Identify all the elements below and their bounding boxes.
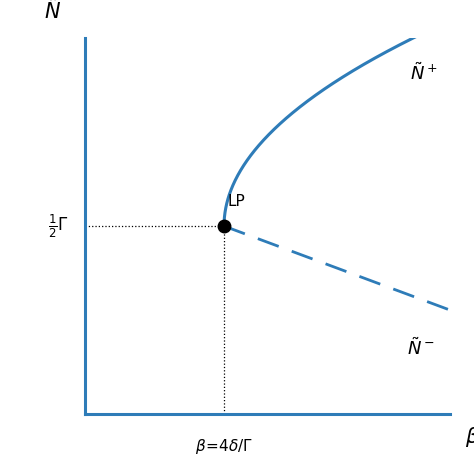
Text: $\tilde{N}^+$: $\tilde{N}^+$ [410,63,438,84]
Text: $\beta$: $\beta$ [465,425,474,449]
Text: LP: LP [228,194,246,209]
Text: $\tilde{N}^-$: $\tilde{N}^-$ [407,338,434,359]
Text: $\beta\!=\!4\delta/\Gamma$: $\beta\!=\!4\delta/\Gamma$ [195,437,253,456]
Text: $\frac{1}{2}\Gamma$: $\frac{1}{2}\Gamma$ [48,212,69,240]
Text: $\tilde{N}$: $\tilde{N}$ [44,0,61,23]
